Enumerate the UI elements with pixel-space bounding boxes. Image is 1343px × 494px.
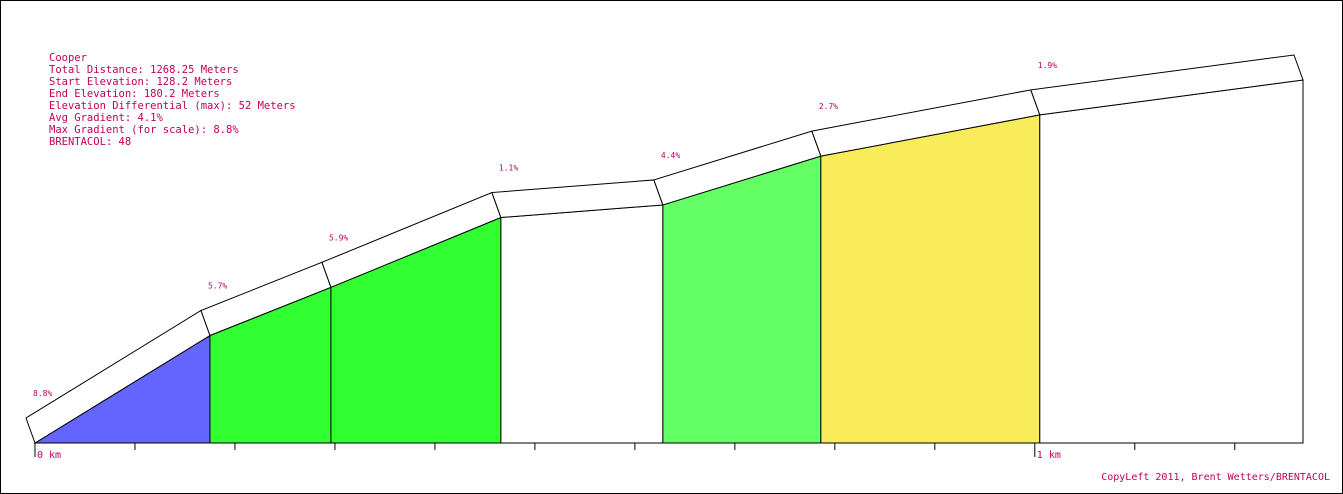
segment-face <box>1039 79 1304 444</box>
gradient-label: 8.8% <box>33 389 52 398</box>
footer: CopyLeft 2011, Brent Wetters/BRENTACOL <box>1101 472 1330 483</box>
gradient-label: 1.9% <box>1038 61 1057 70</box>
gradient-label: 5.9% <box>329 233 348 242</box>
x-tick-label: 1 km <box>1037 450 1061 461</box>
info-line: End Elevation: 180.2 Meters <box>49 88 220 100</box>
info-line: Total Distance: 1268.25 Meters <box>49 64 239 76</box>
segment-face <box>662 155 822 444</box>
segment-face <box>500 204 664 444</box>
segment-top <box>1030 54 1304 116</box>
gradient-label: 4.4% <box>661 151 680 160</box>
segment-face <box>820 114 1041 444</box>
info-line: Elevation Differential (max): 52 Meters <box>49 100 296 112</box>
gradient-label: 1.1% <box>499 164 518 173</box>
gradient-label: 2.7% <box>819 102 838 111</box>
x-tick-label: 0 km <box>37 450 61 461</box>
info-line: Start Elevation: 128.2 Meters <box>49 76 232 88</box>
info-line: Max Gradient (for scale): 8.8% <box>49 124 239 136</box>
gradient-label: 5.7% <box>208 281 227 290</box>
info-line: BRENTACOL: 48 <box>49 136 131 148</box>
info-line: Cooper <box>49 52 87 64</box>
info-line: Avg Gradient: 4.1% <box>49 112 163 124</box>
